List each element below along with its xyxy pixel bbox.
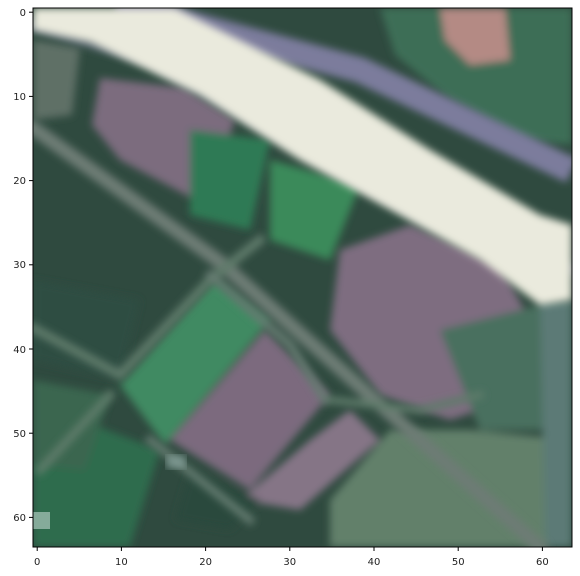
- y-tick-label: 0: [20, 8, 26, 19]
- y-tick-label: 50: [13, 429, 26, 440]
- plot-frame: [32, 7, 573, 548]
- y-axis: 0 10 20 30 40 50 60: [13, 8, 33, 524]
- x-tick-label: 0: [34, 557, 40, 568]
- y-tick-label: 30: [13, 260, 26, 271]
- y-tick-label: 60: [13, 513, 26, 524]
- x-tick-label: 10: [115, 557, 128, 568]
- x-tick-label: 60: [536, 557, 549, 568]
- y-tick-label: 10: [13, 92, 26, 103]
- x-tick-label: 30: [283, 557, 296, 568]
- x-tick-label: 20: [199, 557, 212, 568]
- y-tick-label: 40: [13, 345, 26, 356]
- image-patch: [33, 8, 572, 547]
- x-axis: 0 10 20 30 40 50 60: [34, 547, 549, 568]
- x-tick-label: 40: [368, 557, 381, 568]
- x-tick-label: 50: [452, 557, 465, 568]
- y-tick-label: 20: [13, 176, 26, 187]
